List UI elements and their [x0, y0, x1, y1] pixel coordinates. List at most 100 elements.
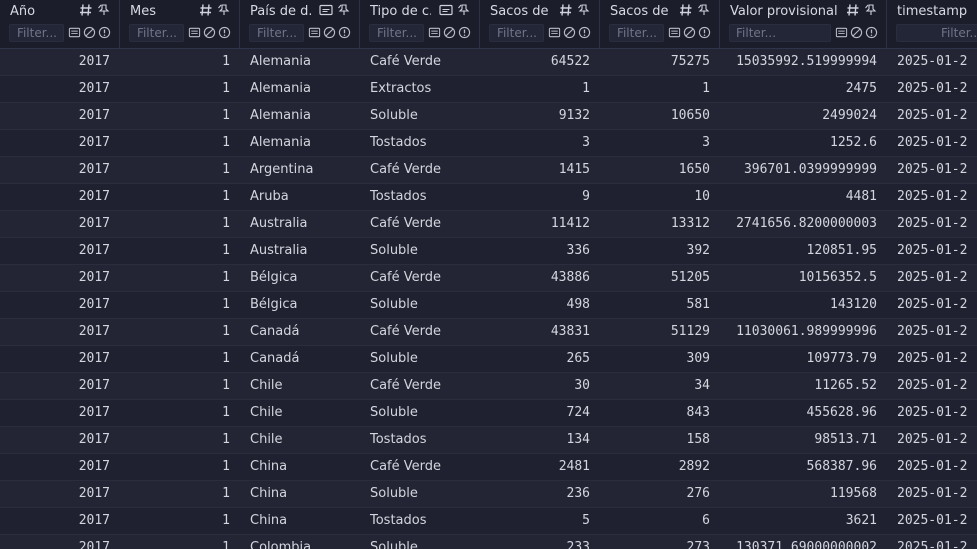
table-cell[interactable]: 43886	[550, 270, 590, 285]
table-cell[interactable]: 4481	[845, 189, 877, 204]
table-cell[interactable]: 1	[222, 243, 230, 258]
table-cell[interactable]: 1	[222, 540, 230, 549]
table-cell[interactable]: Soluble	[370, 405, 418, 420]
table-cell[interactable]: 9	[582, 189, 590, 204]
table-cell[interactable]: 2741656.8200000003	[736, 216, 877, 231]
table-cell[interactable]: 265	[566, 351, 590, 366]
table-cell[interactable]: 276	[686, 486, 710, 501]
table-cell[interactable]: 2025-01-2	[897, 189, 968, 204]
table-cell[interactable]: 2025-01-2	[897, 162, 968, 177]
table-cell[interactable]: 273	[686, 540, 710, 549]
table-cell[interactable]: 120851.95	[806, 243, 877, 258]
pin-icon[interactable]	[577, 3, 591, 17]
table-cell[interactable]: 1650	[678, 162, 710, 177]
table-cell[interactable]: 11265.52	[814, 378, 877, 393]
table-cell[interactable]: Tostados	[370, 513, 427, 528]
table-cell[interactable]: Australia	[250, 216, 308, 231]
alert-icon[interactable]	[865, 24, 878, 43]
table-cell[interactable]: 2025-01-2	[897, 486, 968, 501]
filter-input[interactable]	[896, 24, 977, 42]
table-cell[interactable]: Chile	[250, 432, 283, 447]
table-cell[interactable]: 1	[222, 81, 230, 96]
table-cell[interactable]: 233	[566, 540, 590, 549]
table-row[interactable]: 2017 1 Chile Café Verde 30 34 11265.52 2025-01-…	[0, 373, 977, 400]
table-cell[interactable]: 2025-01-2	[897, 108, 968, 123]
table-cell[interactable]: 43831	[550, 324, 590, 339]
table-cell[interactable]: 1	[222, 270, 230, 285]
table-cell[interactable]: 1	[222, 486, 230, 501]
table-cell[interactable]: Argentina	[250, 162, 314, 177]
table-row[interactable]: 2017 1 Alemania Soluble 9132 10650 2499024 2025…	[0, 103, 977, 130]
table-cell[interactable]: 11030061.989999996	[736, 324, 877, 339]
table-cell[interactable]: 2017	[78, 324, 110, 339]
filter-menu-icon[interactable]	[68, 24, 81, 43]
filter-menu-icon[interactable]	[835, 24, 848, 43]
table-cell[interactable]: 3621	[845, 513, 877, 528]
table-cell[interactable]: 2017	[78, 270, 110, 285]
table-cell[interactable]: Colombia	[250, 540, 312, 549]
table-cell[interactable]: 1	[222, 108, 230, 123]
pin-icon[interactable]	[864, 3, 878, 17]
table-cell[interactable]: 1	[222, 351, 230, 366]
table-cell[interactable]: 2475	[845, 81, 877, 96]
table-cell[interactable]: 843	[686, 405, 710, 420]
table-cell[interactable]: 2025-01-2	[897, 54, 968, 69]
table-cell[interactable]: Café Verde	[370, 54, 441, 69]
table-cell[interactable]: 2892	[678, 459, 710, 474]
table-cell[interactable]: Alemania	[250, 54, 311, 69]
table-row[interactable]: 2017 1 Argentina Café Verde 1415 1650 396701.0…	[0, 157, 977, 184]
table-cell[interactable]: 2017	[78, 54, 110, 69]
table-row[interactable]: 2017 1 Canadá Café Verde 43831 51129 11030061.…	[0, 319, 977, 346]
table-cell[interactable]: 568387.96	[806, 459, 877, 474]
filter-input[interactable]	[249, 24, 304, 42]
table-cell[interactable]: 10156352.5	[798, 270, 877, 285]
column-header[interactable]: Sacos de ...	[600, 0, 720, 48]
alert-icon[interactable]	[698, 24, 711, 43]
table-cell[interactable]: 109773.79	[806, 351, 877, 366]
no-value-icon[interactable]	[83, 24, 96, 43]
table-cell[interactable]: 9132	[558, 108, 590, 123]
column-header[interactable]: Mes	[120, 0, 240, 48]
table-cell[interactable]: 64522	[550, 54, 590, 69]
table-cell[interactable]: 2025-01-2	[897, 432, 968, 447]
column-header[interactable]: Año	[0, 0, 120, 48]
column-header[interactable]: Sacos de ...	[480, 0, 600, 48]
table-row[interactable]: 2017 1 China Tostados 5 6 3621 2025-01-2	[0, 508, 977, 535]
table-row[interactable]: 2017 1 Colombia Soluble 233 273 130371.6900000…	[0, 535, 977, 549]
alert-icon[interactable]	[98, 24, 111, 43]
table-cell[interactable]: Extractos	[370, 81, 432, 96]
table-cell[interactable]: 2017	[78, 297, 110, 312]
table-cell[interactable]: 1252.6	[830, 135, 877, 150]
column-header[interactable]: Valor provisional ...	[720, 0, 887, 48]
table-cell[interactable]: 1	[582, 81, 590, 96]
table-cell[interactable]: Chile	[250, 405, 283, 420]
filter-menu-icon[interactable]	[428, 24, 441, 43]
table-row[interactable]: 2017 1 Bélgica Café Verde 43886 51205 10156352…	[0, 265, 977, 292]
filter-input[interactable]	[489, 24, 544, 42]
table-cell[interactable]: 1	[222, 189, 230, 204]
table-row[interactable]: 2017 1 Aruba Tostados 9 10 4481 2025-01-2	[0, 184, 977, 211]
table-cell[interactable]: 2017	[78, 378, 110, 393]
table-row[interactable]: 2017 1 Alemania Café Verde 64522 75275 1503599…	[0, 49, 977, 76]
table-row[interactable]: 2017 1 Chile Soluble 724 843 455628.96 2025-01-…	[0, 400, 977, 427]
table-cell[interactable]: 2025-01-2	[897, 378, 968, 393]
table-cell[interactable]: 1	[222, 54, 230, 69]
table-cell[interactable]: China	[250, 513, 288, 528]
no-value-icon[interactable]	[683, 24, 696, 43]
table-cell[interactable]: 13312	[670, 216, 710, 231]
table-cell[interactable]: 6	[702, 513, 710, 528]
column-header[interactable]: Tipo de c...	[360, 0, 480, 48]
pin-icon[interactable]	[337, 3, 351, 17]
table-cell[interactable]: 1	[222, 459, 230, 474]
no-value-icon[interactable]	[443, 24, 456, 43]
table-cell[interactable]: 134	[566, 432, 590, 447]
table-cell[interactable]: 2017	[78, 81, 110, 96]
table-cell[interactable]: Tostados	[370, 432, 427, 447]
table-cell[interactable]: 2499024	[822, 108, 877, 123]
table-cell[interactable]: 2025-01-2	[897, 270, 968, 285]
table-cell[interactable]: Soluble	[370, 297, 418, 312]
alert-icon[interactable]	[458, 24, 471, 43]
table-cell[interactable]: 1	[222, 162, 230, 177]
pin-icon[interactable]	[457, 3, 471, 17]
table-row[interactable]: 2017 1 China Café Verde 2481 2892 568387.96 202…	[0, 454, 977, 481]
